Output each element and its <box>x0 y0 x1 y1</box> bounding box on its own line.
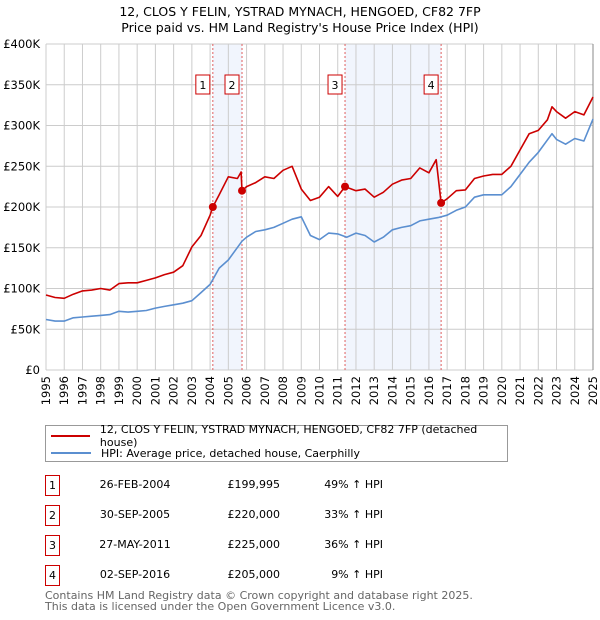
sale-point <box>208 203 217 212</box>
x-tick-label: 2010 <box>313 376 327 405</box>
x-tick-label: 1996 <box>57 376 71 405</box>
hpi-diff: 33% ↑ HPI <box>324 508 383 521</box>
x-tick-label: 2016 <box>422 376 436 405</box>
sale-point <box>341 182 350 191</box>
footer-copyright: Contains HM Land Registry data © Crown c… <box>45 589 473 602</box>
y-tick-label: £100K <box>3 282 40 296</box>
series-line <box>45 96 594 300</box>
series-line <box>45 118 594 322</box>
sale-label-box <box>327 74 343 95</box>
y-tick-label: £50K <box>11 322 41 336</box>
marker-badge: 1 <box>45 475 60 496</box>
legend-label: HPI: Average price, detached house, Caer… <box>101 446 360 460</box>
legend-item-hpi: HPI: Average price, detached house, Caer… <box>46 445 360 461</box>
sale-label-box <box>224 74 240 95</box>
x-tick-label: 1995 <box>39 376 53 405</box>
sale-label: 4 <box>428 79 435 92</box>
legend-swatch-red <box>51 435 90 437</box>
x-tick-label: 2007 <box>258 376 272 405</box>
x-tick-label: 2025 <box>586 376 600 405</box>
x-tick-label: 2018 <box>458 376 472 405</box>
sale-point <box>238 186 247 195</box>
x-tick-label: 2023 <box>550 376 564 405</box>
marker-badge: 3 <box>45 535 60 556</box>
chart-title: 12, CLOS Y FELIN, YSTRAD MYNACH, HENGOED… <box>119 4 481 19</box>
y-tick-label: £0 <box>25 363 40 377</box>
x-tick-label: 2017 <box>440 376 454 405</box>
legend-label: 12, CLOS Y FELIN, YSTRAD MYNACH, HENGOED… <box>99 423 478 449</box>
chart-subtitle: Price paid vs. HM Land Registry's House … <box>121 20 479 35</box>
y-tick-label: £300K <box>3 119 40 133</box>
x-tick-label: 1997 <box>75 376 89 405</box>
x-tick-label: 2002 <box>167 376 181 405</box>
legend-swatch-blue <box>51 452 91 454</box>
x-tick-label: 1999 <box>112 376 126 405</box>
x-tick-label: 2003 <box>185 376 199 405</box>
price-chart: 1995 1996 1997 1998 1999 2000 2001 2002 2003 2004… <box>3 37 600 405</box>
sale-label: 1 <box>199 79 206 92</box>
x-tick-label: 2015 <box>404 376 418 405</box>
x-tick-label: 2008 <box>276 376 290 405</box>
x-tick-label: 1998 <box>94 376 108 405</box>
x-tick-label: 2014 <box>385 376 399 405</box>
x-tick-label: 2013 <box>367 376 381 405</box>
x-tick-label: 2009 <box>294 376 308 405</box>
y-tick-label: £150K <box>3 241 40 255</box>
y-tick-label: £350K <box>3 78 40 92</box>
x-tick-label: 2011 <box>331 376 345 405</box>
y-tick-label: £250K <box>3 159 40 173</box>
x-tick-label: 2004 <box>203 376 217 405</box>
marker-badge: 4 <box>45 565 60 586</box>
sale-price: £220,000 <box>227 508 281 521</box>
sale-date: 02-SEP-2016 <box>99 568 171 581</box>
sale-label-box <box>423 74 439 95</box>
x-tick-label: 2022 <box>531 376 545 405</box>
sale-price: £205,000 <box>227 568 281 581</box>
x-tick-label: 2024 <box>568 376 582 405</box>
y-tick-label: £400K <box>3 37 40 51</box>
sale-date: 30-SEP-2005 <box>99 508 171 521</box>
sale-label-box <box>195 74 211 95</box>
sale-date: 27-MAY-2011 <box>99 538 171 551</box>
sale-date: 26-FEB-2004 <box>99 478 171 491</box>
marker-badge: 2 <box>45 505 60 526</box>
x-tick-label: 2000 <box>130 376 144 405</box>
sale-price: £225,000 <box>227 538 281 551</box>
x-tick-label: 2005 <box>221 376 235 405</box>
y-tick-label: £200K <box>3 200 40 214</box>
legend: 12, CLOS Y FELIN, YSTRAD MYNACH, HENGOED… <box>45 423 508 462</box>
footer-licence: This data is licensed under the Open Gov… <box>45 600 396 613</box>
sale-point <box>437 198 446 207</box>
sale-label: 3 <box>332 79 339 92</box>
x-tick-label: 2019 <box>477 376 491 405</box>
hpi-diff: 9% ↑ HPI <box>331 568 383 581</box>
x-tick-label: 2020 <box>495 376 509 405</box>
hpi-diff: 36% ↑ HPI <box>324 538 383 551</box>
sale-price: £199,995 <box>227 478 281 491</box>
x-tick-label: 2001 <box>148 376 162 405</box>
sale-label: 2 <box>229 79 236 92</box>
legend-item-property: 12, CLOS Y FELIN, YSTRAD MYNACH, HENGOED… <box>46 423 507 449</box>
x-tick-label: 2021 <box>513 376 527 405</box>
x-tick-label: 2006 <box>240 376 254 405</box>
x-tick-label: 2012 <box>349 376 363 405</box>
hpi-diff: 49% ↑ HPI <box>324 478 383 491</box>
